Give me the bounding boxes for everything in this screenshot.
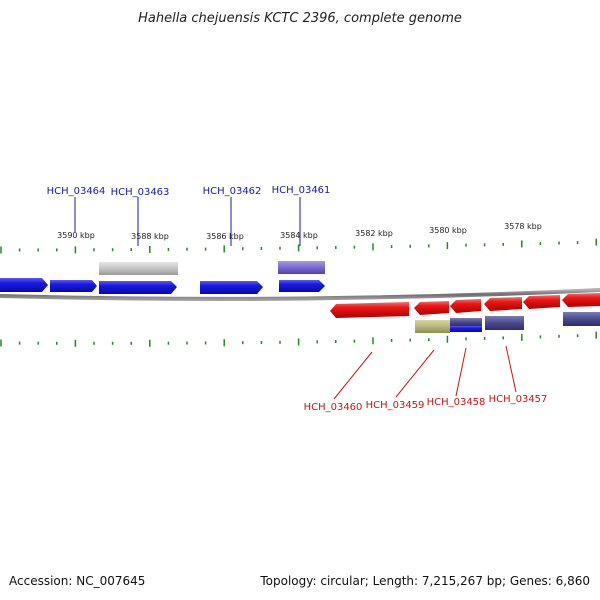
gene-HCH_03457[interactable] bbox=[484, 297, 522, 311]
gene-reverse-3577[interactable] bbox=[523, 295, 560, 309]
accession-text: Accession: NC_007645 bbox=[9, 574, 146, 588]
label-HCH_03463[interactable]: HCH_03463 bbox=[111, 187, 170, 198]
inner-tick-row bbox=[0, 331, 597, 347]
label-HCH_03458[interactable]: HCH_03458 bbox=[427, 397, 486, 408]
feature-gray-3588[interactable] bbox=[99, 262, 178, 275]
genome-title: Hahella chejuensis KCTC 2396, complete g… bbox=[138, 11, 462, 26]
gene-forward-left-edge[interactable] bbox=[0, 278, 48, 292]
tick-label-3586: 3586 kbp bbox=[206, 232, 244, 241]
tick-label-3584: 3584 kbp bbox=[280, 231, 318, 240]
label-HCH_03462[interactable]: HCH_03462 bbox=[203, 186, 262, 197]
tick-label-3578: 3578 kbp bbox=[504, 222, 542, 231]
feature-blue-3580[interactable] bbox=[450, 326, 482, 332]
gene-HCH_03464[interactable] bbox=[50, 280, 97, 292]
genome-backbone bbox=[0, 288, 600, 301]
outer-tick-row bbox=[0, 238, 597, 254]
leader-HCH_03460 bbox=[333, 351, 373, 400]
feature-slate-right-edge[interactable] bbox=[563, 312, 600, 326]
label-HCH_03464[interactable]: HCH_03464 bbox=[47, 186, 106, 197]
tick-label-3580: 3580 kbp bbox=[429, 226, 467, 235]
feature-lavender-3584[interactable] bbox=[278, 261, 325, 274]
gene-HCH_03463[interactable] bbox=[99, 281, 177, 294]
gene-reverse-right-edge[interactable] bbox=[562, 293, 600, 307]
feature-slate-3579[interactable] bbox=[485, 316, 524, 330]
feature-slate-3580[interactable] bbox=[450, 318, 482, 326]
leader-HCH_03458 bbox=[455, 347, 467, 397]
feature-olive-3581[interactable] bbox=[415, 320, 450, 333]
tick-label-3588: 3588 kbp bbox=[131, 232, 169, 241]
label-HCH_03460[interactable]: HCH_03460 bbox=[304, 402, 363, 413]
gene-HCH_03461[interactable] bbox=[279, 280, 325, 292]
leader-HCH_03457 bbox=[505, 345, 517, 393]
gene-HCH_03459[interactable] bbox=[414, 301, 449, 315]
genome-stats-text: Topology: circular; Length: 7,215,267 bp… bbox=[260, 574, 590, 588]
gene-HCH_03462[interactable] bbox=[200, 281, 263, 294]
tick-label-3590: 3590 kbp bbox=[57, 231, 95, 240]
leader-HCH_03459 bbox=[395, 349, 435, 398]
tick-label-3582: 3582 kbp bbox=[355, 229, 393, 238]
label-HCH_03457[interactable]: HCH_03457 bbox=[489, 394, 548, 405]
gene-HCH_03460[interactable] bbox=[330, 302, 409, 318]
gene-HCH_03458[interactable] bbox=[450, 299, 481, 313]
label-HCH_03459[interactable]: HCH_03459 bbox=[366, 400, 425, 411]
label-HCH_03461[interactable]: HCH_03461 bbox=[272, 185, 331, 196]
